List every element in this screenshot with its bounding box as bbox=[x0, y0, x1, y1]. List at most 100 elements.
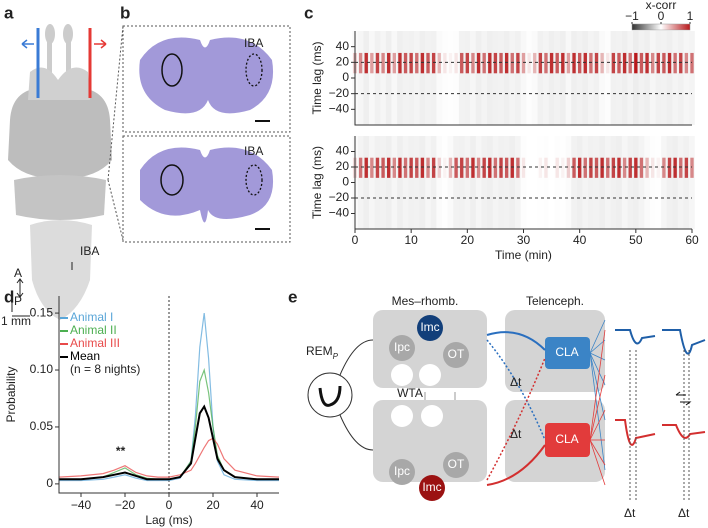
heat-cell bbox=[583, 52, 587, 74]
heat-cell bbox=[413, 31, 420, 125]
node-label: Ipc bbox=[394, 340, 410, 354]
heat-cell bbox=[683, 31, 690, 125]
heat-cell bbox=[498, 136, 504, 229]
heat-cell bbox=[633, 31, 639, 125]
heat-cell bbox=[589, 157, 593, 178]
delay-label: Δt bbox=[678, 506, 690, 520]
heat-cell bbox=[475, 31, 482, 125]
y-tick-label: 20 bbox=[336, 159, 350, 173]
heat-cell bbox=[391, 31, 398, 125]
heat-cell bbox=[689, 31, 695, 125]
heat-cell bbox=[436, 136, 442, 229]
heat-cell bbox=[577, 52, 582, 74]
heat-cell bbox=[443, 52, 447, 74]
heat-cell bbox=[370, 52, 374, 74]
y-tick-label: −40 bbox=[329, 206, 350, 220]
heat-cell bbox=[458, 31, 465, 125]
y-tick-label: 40 bbox=[336, 39, 350, 53]
heat-cell bbox=[475, 136, 482, 229]
heat-cell bbox=[374, 136, 381, 229]
heat-cell bbox=[492, 31, 499, 125]
heat-cell bbox=[375, 157, 380, 178]
x-axis-label: Time (min) bbox=[495, 248, 552, 262]
heat-cell bbox=[593, 136, 600, 229]
heat-cell bbox=[397, 31, 403, 125]
node-label: OT bbox=[448, 457, 465, 471]
heat-cell bbox=[358, 157, 363, 178]
heat-cell bbox=[509, 31, 516, 125]
heat-cell bbox=[690, 157, 694, 178]
scale-label: 1 mm bbox=[1, 314, 31, 328]
heat-cell bbox=[488, 52, 492, 74]
heat-cell bbox=[465, 52, 470, 74]
x-tick-label: 0 bbox=[352, 233, 359, 247]
heat-cell bbox=[419, 136, 426, 229]
heat-cell bbox=[627, 31, 634, 125]
heat-cell bbox=[426, 157, 430, 178]
node-label: OT bbox=[448, 347, 465, 361]
x-tick-label: 40 bbox=[250, 498, 264, 512]
heat-cell bbox=[357, 31, 364, 125]
heat-cell bbox=[538, 157, 543, 178]
x-tick-label: 60 bbox=[685, 233, 699, 247]
heat-cell bbox=[583, 157, 587, 178]
y-tick-label: 40 bbox=[336, 144, 350, 158]
heat-cell bbox=[666, 136, 673, 229]
heat-cell bbox=[460, 157, 464, 178]
heat-cell bbox=[381, 157, 385, 178]
heat-cell bbox=[561, 157, 565, 178]
heat-cell bbox=[516, 157, 520, 178]
heat-cell bbox=[639, 157, 644, 178]
state-label: REMP bbox=[306, 344, 339, 360]
heat-cell bbox=[661, 31, 667, 125]
heat-cell bbox=[673, 52, 677, 74]
legend-label: Animal II bbox=[70, 323, 117, 337]
heat-cell bbox=[605, 31, 611, 125]
heat-cell bbox=[538, 136, 544, 229]
heat-cell bbox=[599, 136, 605, 229]
y-tick-label: −20 bbox=[329, 190, 350, 204]
heat-cell bbox=[515, 31, 521, 125]
rem-sub: P bbox=[333, 352, 339, 361]
heat-cell bbox=[661, 136, 667, 229]
legend-label: Animal III bbox=[70, 336, 120, 350]
heat-cell bbox=[403, 52, 408, 74]
heat-cell bbox=[521, 52, 526, 74]
y-axis-label: Probability bbox=[4, 366, 18, 422]
heat-cell bbox=[655, 31, 662, 125]
colorbar-tick-label: 0 bbox=[658, 9, 665, 23]
heat-cell bbox=[526, 136, 532, 229]
heat-cell bbox=[470, 31, 476, 125]
histology bbox=[107, 25, 291, 243]
heat-cell bbox=[544, 157, 548, 178]
heat-cell bbox=[549, 136, 555, 229]
heat-cell bbox=[572, 157, 576, 178]
heat-cell bbox=[471, 52, 475, 74]
delay-label: Δt bbox=[510, 375, 522, 389]
heat-cell bbox=[510, 157, 514, 178]
heat-cell bbox=[672, 31, 678, 125]
heat-cell bbox=[622, 52, 627, 74]
heat-cell bbox=[358, 52, 363, 74]
heat-cell bbox=[650, 157, 655, 178]
heat-cell bbox=[476, 52, 481, 74]
heat-cell bbox=[679, 157, 683, 178]
heat-cell bbox=[408, 31, 414, 125]
heat-cell bbox=[370, 157, 374, 178]
heat-cell bbox=[482, 52, 486, 74]
heat-cell bbox=[409, 157, 413, 178]
heat-cell bbox=[486, 31, 493, 125]
x-tick-label: 20 bbox=[461, 233, 475, 247]
heat-cell bbox=[600, 157, 604, 178]
heat-cell bbox=[554, 31, 561, 125]
heat-cell bbox=[515, 136, 521, 229]
heat-cell bbox=[677, 31, 684, 125]
colorbar-label: x-corr bbox=[646, 0, 677, 12]
heat-cell bbox=[667, 52, 672, 74]
heat-cell bbox=[634, 157, 638, 178]
heat-cell bbox=[576, 136, 583, 229]
heat-cell bbox=[374, 31, 381, 125]
heat-cell bbox=[460, 52, 464, 74]
heat-cell bbox=[532, 136, 538, 229]
